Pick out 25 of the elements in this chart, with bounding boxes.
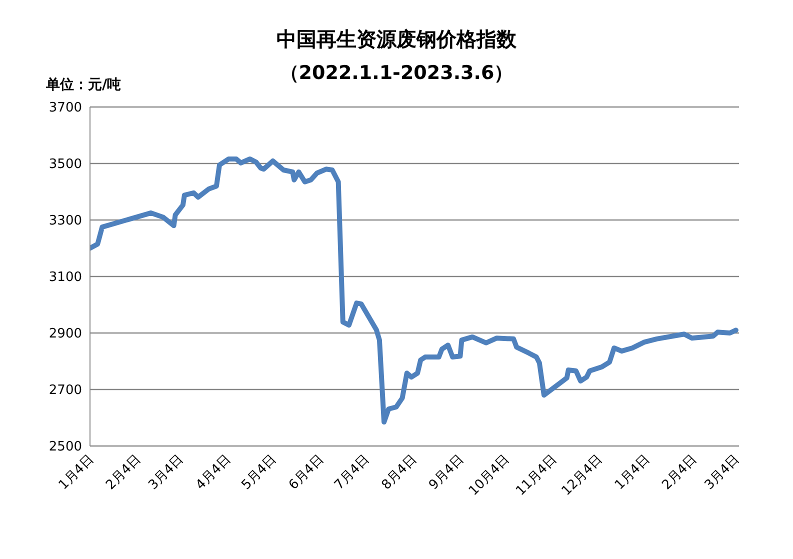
y-tick-label: 3500 [48,157,82,172]
x-tick-label: 1月4日 [56,452,97,493]
x-tick-label: 3月4日 [146,452,187,493]
chart-title: 中国再生资源废钢价格指数 [276,26,518,53]
x-tick-label: 12月4日 [559,452,606,499]
x-tick-label: 9月4日 [426,452,468,493]
x-tick-label: 2月4日 [103,452,144,493]
x-tick-label: 5月4日 [238,452,280,493]
x-tick-label: 7月4日 [332,452,373,493]
x-tick-label: 2月4日 [659,452,700,493]
y-tick-label: 3100 [48,270,82,286]
x-tick-label: 8月4日 [379,452,420,493]
y-tick-label: 3300 [48,214,82,229]
x-tick-label: 1月4日 [612,452,653,493]
x-tick-label: 6月4日 [286,452,327,493]
y-tick-label: 2900 [48,326,82,342]
y-tick-label: 3700 [48,100,82,116]
x-tick-label: 3月4日 [702,452,743,493]
y-tick-label: 2500 [48,440,82,455]
y-tick-label: 2700 [48,383,82,398]
x-tick-label: 4月4日 [193,452,234,493]
y-axis-title: 单位：元/吨 [46,76,122,94]
x-tick-label: 11月4日 [513,452,560,499]
x-tick-label: 10月4日 [466,452,513,499]
chart-subtitle: （2022.1.1-2023.3.6） [280,62,514,84]
